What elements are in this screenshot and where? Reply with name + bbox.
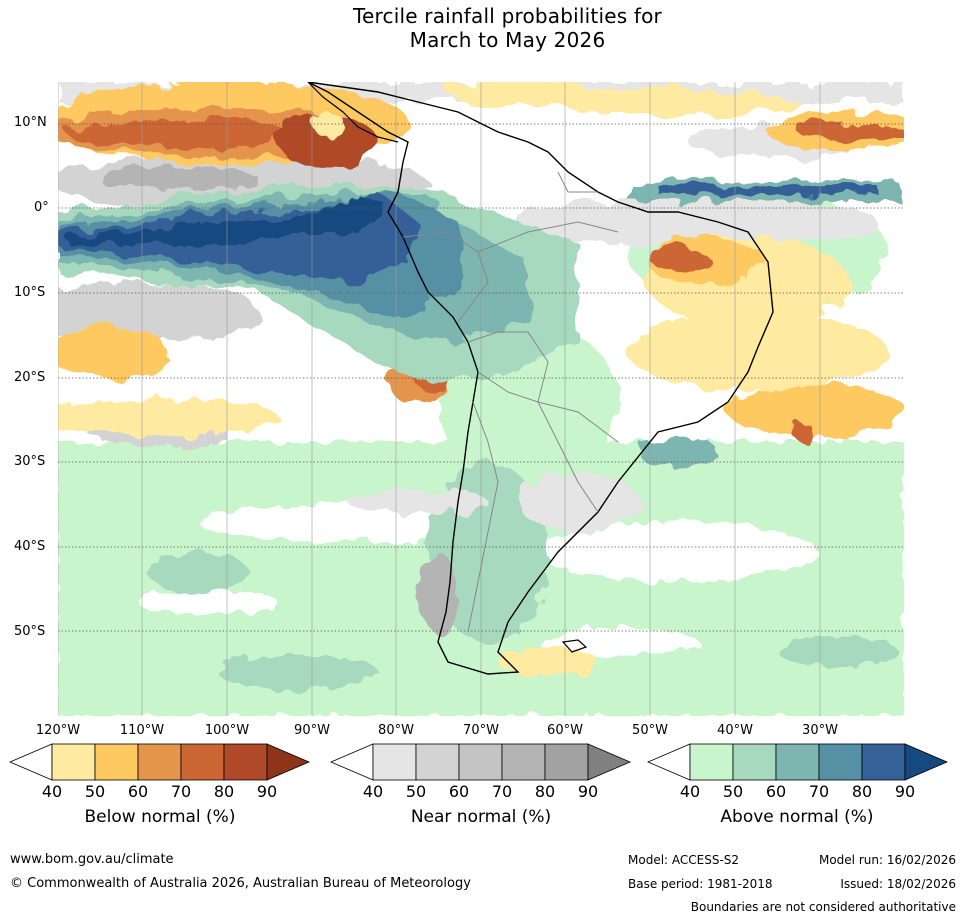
above-normal-band: [58, 180, 898, 382]
legend-near-segment: [372, 743, 417, 781]
legend-above-segment: [861, 743, 906, 781]
legend-above-tick: 90: [894, 782, 916, 801]
legend-above-segment: [818, 743, 863, 781]
legend-above-segment: [775, 743, 820, 781]
legend-above-segment: [732, 743, 777, 781]
legend-near-segment: [501, 743, 546, 781]
footer-issued: Issued: 18/02/2026: [840, 877, 956, 891]
legend-near-tick: 50: [405, 782, 427, 801]
lat-label-50s: 50°S: [14, 624, 46, 639]
legend-below-tick: 50: [84, 782, 106, 801]
legend-above-low-arrow: [646, 743, 691, 781]
legend-below-tick: 60: [127, 782, 149, 801]
footer-website[interactable]: www.bom.gov.au/climate: [10, 852, 174, 867]
lon-label-70w: 70°W: [463, 723, 499, 738]
falkland-islands: [561, 639, 588, 653]
title-line-2: March to May 2026: [409, 28, 606, 52]
lon-label-90w: 90°W: [294, 723, 330, 738]
legend-below-segment: [94, 743, 139, 781]
legend-above-colorbar: [646, 743, 949, 781]
map-svg: [58, 82, 904, 716]
legend-below-low-arrow: [8, 743, 53, 781]
legend-above-tick: 40: [679, 782, 701, 801]
meridians: [58, 82, 821, 716]
south-america-coastline: [307, 82, 774, 675]
footer-base-period: Base period: 1981-2018: [628, 877, 773, 891]
legend-below-tick: 80: [213, 782, 235, 801]
legend-below-colorbar: [8, 743, 311, 781]
footer-disclaimer: Boundaries are not considered authoritat…: [690, 900, 956, 914]
country-borders: [402, 171, 619, 633]
legend-above-tick: 50: [722, 782, 744, 801]
legend-below-title: Below normal (%): [84, 807, 236, 827]
legend-near-segment: [415, 743, 460, 781]
lon-label-120w: 120°W: [35, 723, 81, 738]
legend-below-segment: [223, 743, 268, 781]
legend-near-tick: 80: [534, 782, 556, 801]
lon-label-30w: 30°W: [802, 723, 838, 738]
legend-above-tick: 70: [808, 782, 830, 801]
legend-near-low-arrow: [329, 743, 374, 781]
legend-below-segment: [180, 743, 225, 781]
lat-label-0: 0°: [34, 200, 49, 215]
lat-label-10s: 10°S: [14, 285, 46, 300]
lon-label-60w: 60°W: [547, 723, 583, 738]
legend-above-tick: 80: [851, 782, 873, 801]
lat-label-10n: 10°N: [14, 115, 47, 130]
legend-near-tick: 60: [448, 782, 470, 801]
legend-near-segment: [458, 743, 503, 781]
legend-above-segment: [689, 743, 734, 781]
legend-below-segment: [137, 743, 182, 781]
legend-near-colorbar: [329, 743, 632, 781]
legend-below-tick: 40: [41, 782, 63, 801]
legend-near-tick: 40: [362, 782, 384, 801]
graticule: [58, 123, 904, 632]
legend-below-segment: [51, 743, 96, 781]
legend-above-title: Above normal (%): [720, 807, 874, 827]
lon-label-110w: 110°W: [119, 723, 165, 738]
footer-model-run: Model run: 16/02/2026: [818, 853, 956, 867]
lat-label-40s: 40°S: [14, 539, 46, 554]
lon-label-50w: 50°W: [632, 723, 668, 738]
rainfall-probability-map: [58, 82, 904, 716]
central-america-coastline: [307, 82, 399, 143]
legend-near-tick: 70: [491, 782, 513, 801]
legend-above-high-arrow: [904, 743, 949, 781]
legend-below-tick: 90: [256, 782, 278, 801]
legend-near-title: Near normal (%): [410, 807, 552, 827]
legend-below-tick: 70: [170, 782, 192, 801]
legend-colorbars: [8, 743, 949, 781]
chart-title: Tercile rainfall probabilities for March…: [0, 4, 965, 52]
lat-label-30s: 30°S: [14, 454, 46, 469]
lon-label-80w: 80°W: [378, 723, 414, 738]
legend-near-tick: 90: [577, 782, 599, 801]
lat-label-20s: 20°S: [14, 370, 46, 385]
lon-label-40w: 40°W: [717, 723, 753, 738]
footer-copyright: © Commonwealth of Australia 2026, Austra…: [10, 876, 471, 891]
legend-below-high-arrow: [266, 743, 311, 781]
legend-near-high-arrow: [587, 743, 632, 781]
legend-near-segment: [544, 743, 589, 781]
lon-label-100w: 100°W: [204, 723, 250, 738]
footer-model: Model: ACCESS-S2: [628, 853, 740, 867]
legend-above-tick: 60: [765, 782, 787, 801]
title-line-1: Tercile rainfall probabilities for: [353, 4, 662, 28]
